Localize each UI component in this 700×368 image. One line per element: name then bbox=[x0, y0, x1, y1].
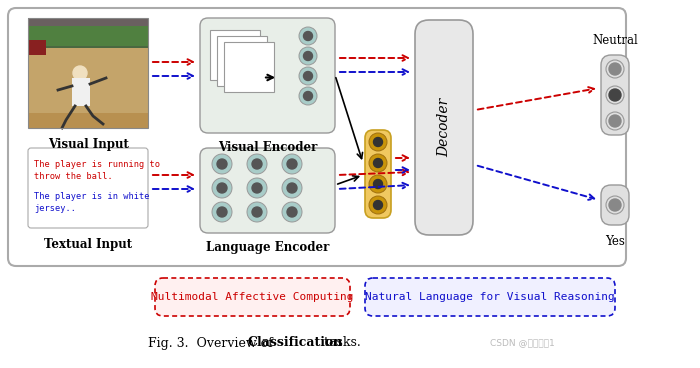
FancyBboxPatch shape bbox=[155, 278, 350, 316]
Text: Fig. 3.  Overview of: Fig. 3. Overview of bbox=[148, 336, 276, 350]
Circle shape bbox=[282, 154, 302, 174]
FancyBboxPatch shape bbox=[365, 130, 391, 218]
Circle shape bbox=[374, 138, 382, 146]
Circle shape bbox=[606, 60, 624, 78]
Circle shape bbox=[369, 133, 387, 151]
Circle shape bbox=[287, 207, 297, 217]
Circle shape bbox=[247, 178, 267, 198]
Circle shape bbox=[374, 201, 382, 209]
Circle shape bbox=[217, 159, 227, 169]
Text: tasks.: tasks. bbox=[320, 336, 360, 350]
Text: Visual Encoder: Visual Encoder bbox=[218, 141, 317, 154]
Text: jersey..: jersey.. bbox=[34, 204, 76, 213]
Circle shape bbox=[252, 159, 262, 169]
Circle shape bbox=[217, 183, 227, 193]
Bar bbox=[28, 18, 148, 33]
Circle shape bbox=[299, 47, 317, 65]
Circle shape bbox=[252, 183, 262, 193]
Circle shape bbox=[369, 175, 387, 193]
Circle shape bbox=[369, 196, 387, 214]
Circle shape bbox=[609, 115, 621, 127]
Circle shape bbox=[73, 66, 87, 80]
Bar bbox=[210, 30, 260, 80]
Text: Visual Input: Visual Input bbox=[48, 138, 128, 151]
Text: Yes: Yes bbox=[605, 235, 625, 248]
Circle shape bbox=[304, 92, 312, 100]
Text: Textual Input: Textual Input bbox=[44, 238, 132, 251]
Bar bbox=[217, 36, 267, 86]
FancyBboxPatch shape bbox=[200, 148, 335, 233]
Circle shape bbox=[304, 52, 312, 60]
Text: Classification: Classification bbox=[248, 336, 344, 350]
Circle shape bbox=[212, 154, 232, 174]
Circle shape bbox=[606, 196, 624, 214]
Text: The player is in white: The player is in white bbox=[34, 192, 150, 201]
Text: The player is running to: The player is running to bbox=[34, 160, 160, 169]
Bar bbox=[28, 18, 148, 128]
Circle shape bbox=[304, 32, 312, 40]
Circle shape bbox=[606, 86, 624, 104]
FancyBboxPatch shape bbox=[365, 278, 615, 316]
Circle shape bbox=[606, 112, 624, 130]
Circle shape bbox=[609, 89, 621, 101]
Circle shape bbox=[299, 87, 317, 105]
Circle shape bbox=[374, 159, 382, 167]
Bar bbox=[28, 113, 148, 128]
Text: Language Encoder: Language Encoder bbox=[206, 241, 329, 254]
Bar bbox=[28, 26, 148, 46]
Circle shape bbox=[217, 207, 227, 217]
Circle shape bbox=[369, 154, 387, 172]
Bar bbox=[72, 78, 90, 106]
FancyBboxPatch shape bbox=[200, 18, 335, 133]
FancyBboxPatch shape bbox=[601, 55, 629, 135]
Circle shape bbox=[212, 202, 232, 222]
Circle shape bbox=[252, 207, 262, 217]
FancyBboxPatch shape bbox=[8, 8, 626, 266]
Circle shape bbox=[609, 199, 621, 211]
Circle shape bbox=[299, 67, 317, 85]
Bar bbox=[28, 18, 148, 26]
Text: Natural Language for Visual Reasoning: Natural Language for Visual Reasoning bbox=[365, 292, 615, 302]
Circle shape bbox=[304, 71, 312, 81]
Circle shape bbox=[247, 202, 267, 222]
Circle shape bbox=[609, 63, 621, 75]
Circle shape bbox=[287, 183, 297, 193]
Circle shape bbox=[247, 154, 267, 174]
Circle shape bbox=[282, 178, 302, 198]
Text: Neutral: Neutral bbox=[592, 34, 638, 47]
FancyBboxPatch shape bbox=[28, 148, 148, 228]
Text: Decoder: Decoder bbox=[437, 98, 451, 157]
Circle shape bbox=[287, 159, 297, 169]
Text: CSDN @訹姆斯德1: CSDN @訹姆斯德1 bbox=[490, 339, 554, 347]
Circle shape bbox=[299, 27, 317, 45]
Bar bbox=[224, 42, 274, 92]
Bar bbox=[28, 18, 148, 128]
Bar bbox=[28, 18, 148, 48]
Text: Multimodal Affective Computing: Multimodal Affective Computing bbox=[150, 292, 354, 302]
Text: throw the ball.: throw the ball. bbox=[34, 172, 113, 181]
Circle shape bbox=[374, 180, 382, 188]
Circle shape bbox=[212, 178, 232, 198]
Circle shape bbox=[282, 202, 302, 222]
FancyBboxPatch shape bbox=[601, 185, 629, 225]
FancyBboxPatch shape bbox=[415, 20, 473, 235]
Bar bbox=[28, 40, 46, 55]
